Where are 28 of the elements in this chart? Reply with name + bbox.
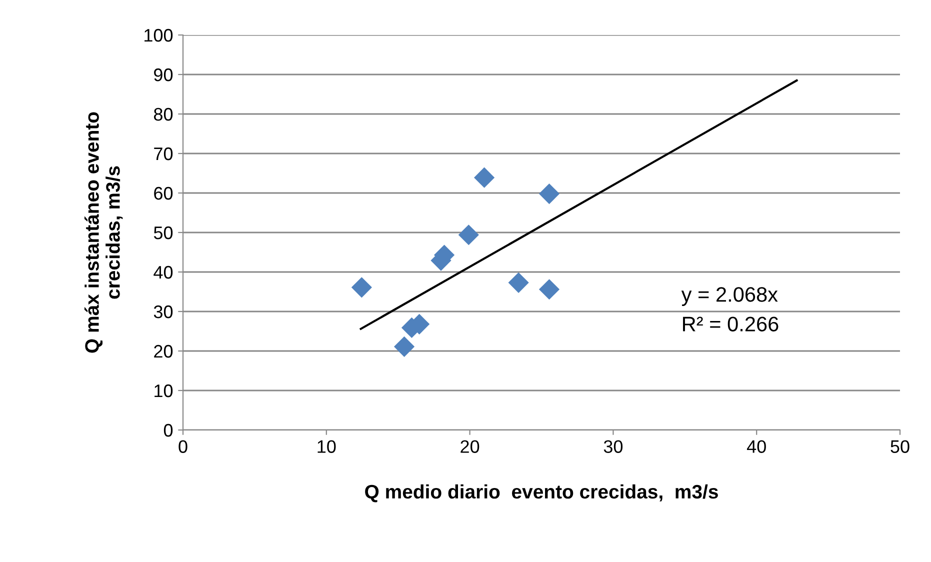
annotation: R² = 0.266 [683, 316, 778, 332]
y-tick-label: 20 [154, 344, 173, 358]
x-axis-title: Q medio diario evento crecidas, m3/s [365, 484, 718, 502]
x-tick-label: 40 [746, 440, 766, 453]
y-tick-label: 60 [154, 186, 173, 200]
y-tick-label: 70 [154, 147, 173, 160]
y-tick-label: 50 [154, 226, 173, 240]
x-tick-label: 0 [178, 440, 188, 453]
x-tick-label: 20 [460, 440, 480, 453]
x-tick-label: 50 [890, 440, 910, 453]
x-tick-label: 30 [604, 440, 623, 453]
point [394, 336, 415, 357]
point [508, 272, 529, 293]
point [474, 167, 495, 188]
y-tick-label: 40 [154, 266, 173, 279]
point [458, 224, 479, 246]
x-tick-label: 10 [318, 440, 336, 453]
y-tick-label: 0 [164, 424, 173, 437]
y-tick-label: 10 [154, 384, 173, 398]
y-axis-title: Q máx instantáneo evento crecidas, m3/s [84, 112, 123, 353]
point [538, 279, 560, 300]
y-tick-label: 90 [154, 68, 173, 82]
y-tick-label: 30 [154, 305, 173, 318]
y-tick-label: 80 [154, 108, 173, 121]
point [538, 183, 560, 204]
annotation: y = 2.068x [681, 287, 778, 306]
point [351, 277, 372, 298]
y-tick-label: 100 [144, 28, 173, 42]
